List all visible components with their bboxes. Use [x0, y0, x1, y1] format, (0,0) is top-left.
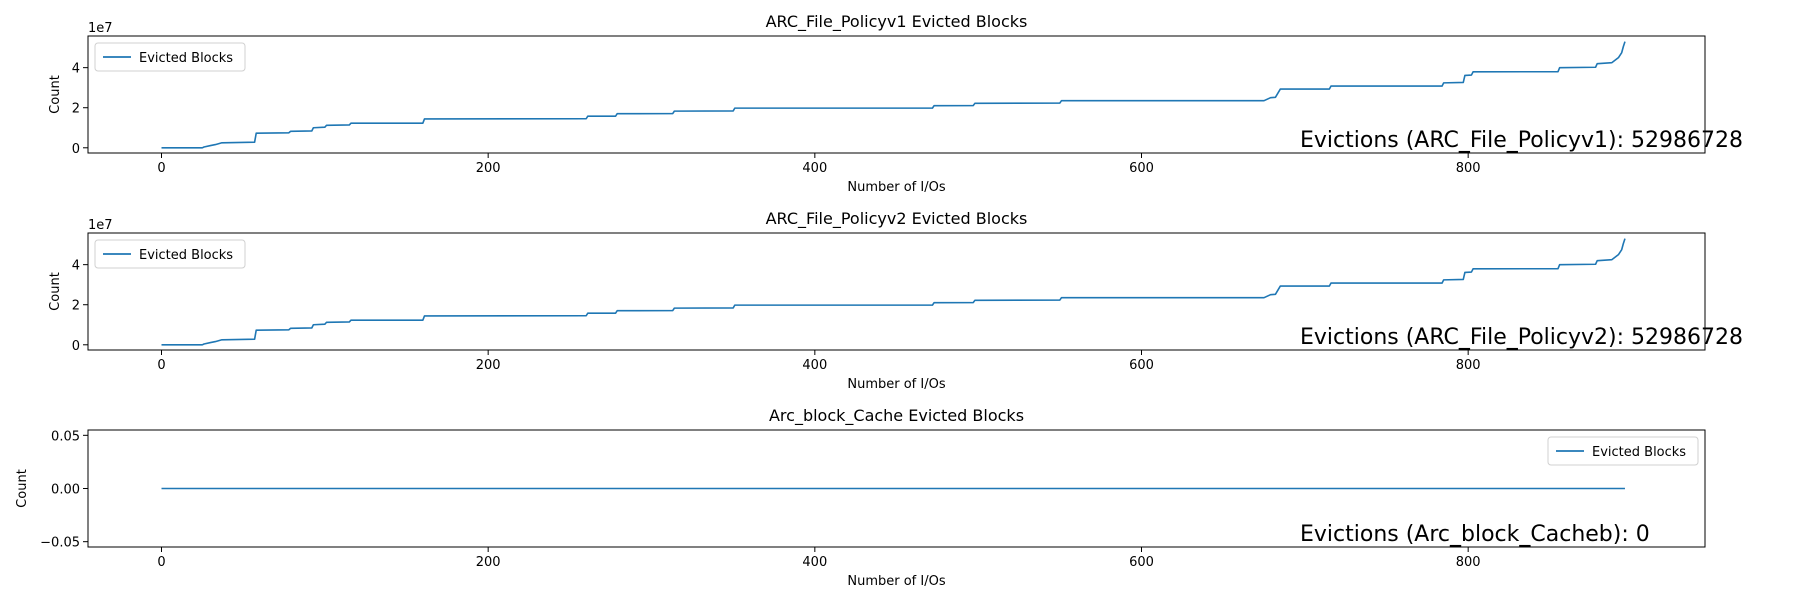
y-tick-label: 4 — [72, 62, 80, 77]
x-tick-label: 400 — [802, 555, 827, 570]
x-tick-label: 400 — [802, 161, 827, 176]
x-tick-label: 0 — [157, 555, 165, 570]
series-line — [161, 41, 1626, 149]
y-offset-label: 1e7 — [88, 218, 113, 233]
y-tick-label: 2 — [72, 299, 80, 314]
legend-label: Evicted Blocks — [139, 51, 233, 66]
y-tick-label: 0.00 — [51, 483, 80, 498]
x-tick-label: 0 — [157, 358, 165, 373]
plot-frame — [87, 35, 1706, 154]
evictions-annotation: Evictions (Arc_block_Cacheb): 0 — [1300, 522, 1650, 547]
legend: Evicted Blocks — [94, 239, 246, 269]
y-tick-label: 0.05 — [51, 429, 80, 444]
y-axis-label: Count — [15, 469, 30, 508]
x-tick-label: 200 — [476, 358, 501, 373]
plot-frame — [87, 232, 1706, 351]
legend-label: Evicted Blocks — [139, 248, 233, 263]
y-axis-label: Count — [48, 75, 63, 114]
chart-title: ARC_File_Policyv1 Evicted Blocks — [766, 12, 1028, 32]
x-tick-label: 600 — [1129, 161, 1154, 176]
legend: Evicted Blocks — [94, 42, 246, 72]
series-line — [161, 238, 1626, 346]
x-tick-label: 800 — [1456, 555, 1481, 570]
evictions-annotation: Evictions (ARC_File_Policyv2): 52986728 — [1300, 325, 1743, 350]
y-tick-label: 0 — [72, 142, 80, 157]
x-tick-label: 800 — [1456, 161, 1481, 176]
chart-panel-1: ARC_File_Policyv1 Evicted Blocks 0 200 400 6… — [48, 12, 1743, 195]
x-tick-label: 200 — [476, 161, 501, 176]
x-axis-label: Number of I/Os — [847, 574, 945, 589]
x-tick-label: 800 — [1456, 358, 1481, 373]
legend-box — [1547, 436, 1699, 466]
x-axis-label: Number of I/Os — [847, 377, 945, 392]
chart-title: ARC_File_Policyv2 Evicted Blocks — [766, 209, 1028, 229]
y-tick-label: 2 — [72, 102, 80, 117]
x-axis-label: Number of I/Os — [847, 180, 945, 195]
y-tick-label: 4 — [72, 259, 80, 274]
y-tick-label: −0.05 — [40, 536, 80, 551]
chart-panel-2: ARC_File_Policyv2 Evicted Blocks 0 200 400 6… — [48, 209, 1743, 392]
x-tick-label: 600 — [1129, 555, 1154, 570]
legend-box — [94, 239, 246, 269]
legend: Evicted Blocks — [1547, 436, 1699, 466]
x-tick-label: 0 — [157, 161, 165, 176]
y-axis-label: Count — [48, 272, 63, 311]
chart-panel-3: Arc_block_Cache Evicted Blocks 0 200 400 600… — [15, 406, 1706, 589]
y-offset-label: 1e7 — [88, 21, 113, 36]
evictions-annotation: Evictions (ARC_File_Policyv1): 52986728 — [1300, 128, 1743, 153]
chart-title: Arc_block_Cache Evicted Blocks — [769, 406, 1024, 426]
x-tick-label: 400 — [802, 358, 827, 373]
legend-box — [94, 42, 246, 72]
x-tick-label: 600 — [1129, 358, 1154, 373]
legend-label: Evicted Blocks — [1592, 445, 1686, 460]
y-tick-label: 0 — [72, 339, 80, 354]
x-tick-label: 200 — [476, 555, 501, 570]
